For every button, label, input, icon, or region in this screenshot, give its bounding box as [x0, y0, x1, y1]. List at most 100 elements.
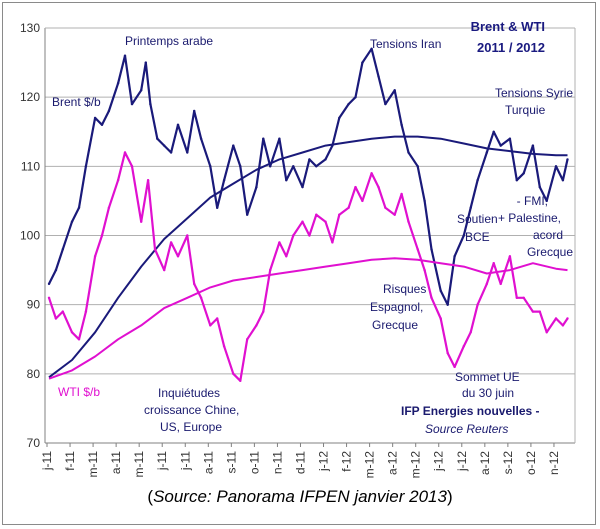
- series-0-point-27: [246, 213, 249, 216]
- series: [47, 47, 569, 382]
- series-2-point-53: [453, 365, 456, 369]
- series-2-point-39: [347, 206, 350, 209]
- series-0-point-18: [176, 123, 180, 127]
- annotation-3: Turquie: [505, 103, 546, 117]
- series-0-point-47: [400, 123, 403, 127]
- series-0-point-68: [561, 179, 565, 182]
- source-open-paren: (: [147, 487, 154, 506]
- series-0-point-28: [255, 185, 258, 189]
- y-tick-label-80: 80: [27, 367, 41, 381]
- series-2-point-48: [416, 248, 419, 251]
- series-0-point-46: [393, 89, 396, 92]
- source-caption: (Source: Panorama IFPEN janvier 2013): [0, 487, 600, 507]
- series-0-point-16: [163, 144, 166, 147]
- series-0-point-29: [262, 137, 265, 140]
- series-0-point-35: [308, 158, 311, 161]
- annotation-12: Espagnol,: [370, 300, 423, 314]
- series-0-point-40: [347, 102, 350, 106]
- series-0-point-50: [423, 199, 426, 203]
- series-2-point-37: [331, 241, 334, 244]
- chart-frame: [2, 2, 596, 525]
- series-2-point-47: [407, 220, 410, 223]
- annotation-4: Brent $/b: [52, 95, 101, 109]
- y-tick-label-90: 90: [27, 298, 41, 312]
- x-tick-label-1: f-11: [63, 451, 77, 471]
- series-2-point-5: [84, 310, 88, 313]
- series-2-point-44: [384, 206, 387, 209]
- y-tick-label-110: 110: [21, 159, 40, 173]
- series-0-point-9: [116, 82, 120, 85]
- series-2-point-20: [199, 296, 203, 299]
- series-2-point-26: [246, 338, 249, 341]
- series-2-point-2: [61, 310, 64, 313]
- series-2-point-30: [278, 241, 281, 244]
- series-2-point-49: [423, 268, 426, 272]
- series-0-point-62: [515, 179, 518, 182]
- annotation-5: - FMI,: [517, 194, 548, 208]
- series-0-point-19: [186, 151, 189, 154]
- series-2-point-41: [361, 199, 364, 203]
- series-2-point-0: [47, 296, 51, 299]
- series-2-point-23: [222, 345, 226, 348]
- series-0-point-2: [61, 248, 64, 251]
- chart-title-line-2: 2011 / 2012: [477, 40, 545, 55]
- series-2-point-34: [308, 234, 311, 237]
- series-line-1: [48, 135, 568, 379]
- series-2-point-16: [169, 241, 173, 244]
- series-2-point-43: [377, 185, 380, 189]
- series-0-point-11: [130, 102, 134, 106]
- series-2-point-22: [216, 317, 219, 320]
- series-0-point-51: [430, 248, 433, 251]
- x-tick-label-20: s-12: [501, 451, 515, 475]
- series-2-point-8: [107, 206, 111, 209]
- annotation-9: Soutien: [457, 212, 498, 226]
- series-0-point-65: [538, 185, 541, 189]
- series-2-point-50: [430, 296, 433, 299]
- series-2-point-59: [499, 282, 502, 286]
- series-0-point-30: [269, 165, 272, 168]
- series-0-point-3: [70, 220, 74, 223]
- source-text: Source: Panorama IFPEN janvier 2013: [153, 487, 447, 506]
- series-2-point-42: [370, 172, 373, 175]
- series-2-point-51: [439, 317, 442, 320]
- x-tick-label-4: m-11: [132, 451, 146, 478]
- annotation-21: WTI $/b: [58, 385, 100, 399]
- series-2-point-45: [393, 213, 396, 216]
- x-tick-label-16: m-12: [409, 451, 423, 479]
- series-2-point-7: [100, 234, 104, 237]
- annotation-10: BCE: [465, 230, 490, 244]
- x-tick-label-3: a-11: [109, 451, 123, 474]
- series-2-point-66: [554, 317, 558, 320]
- series-2-point-24: [232, 372, 235, 375]
- series-0-point-43: [370, 47, 373, 50]
- series-0-point-59: [492, 130, 495, 133]
- series-0-point-41: [354, 96, 357, 99]
- series-0-point-25: [232, 144, 235, 147]
- series-0-point-21: [199, 137, 203, 140]
- series-2-point-18: [186, 234, 189, 237]
- series-2-point-21: [209, 324, 212, 327]
- x-tick-label-7: a-11: [201, 451, 215, 474]
- series-2-point-67: [561, 324, 565, 327]
- annotation-7: acord: [533, 228, 563, 242]
- series-2-point-27: [255, 324, 258, 327]
- annotation-19: croissance Chine,: [144, 403, 239, 417]
- tick-labels: 70 80 90 100 110 120 130 j-11 f-11 m-11 a-11 m-11 j-…: [20, 21, 561, 478]
- x-tick-label-6: j-11: [178, 451, 192, 471]
- annotation-13: Grecque: [372, 318, 418, 332]
- series-0-point-12: [140, 89, 143, 92]
- series-2-point-10: [123, 151, 127, 154]
- series-0-point-67: [554, 165, 558, 168]
- series-0-point-49: [416, 165, 419, 168]
- series-2-point-64: [538, 310, 541, 313]
- x-tick-label-12: j-12: [317, 451, 331, 472]
- series-2-point-25: [239, 379, 242, 382]
- series-2-point-38: [338, 213, 341, 216]
- series-2-point-52: [446, 351, 449, 355]
- series-0-point-55: [462, 234, 465, 237]
- series-0-point-45: [384, 102, 387, 106]
- series-line-0: [48, 47, 569, 306]
- series-0-point-10: [123, 54, 127, 57]
- x-tick-label-15: a-12: [386, 451, 400, 475]
